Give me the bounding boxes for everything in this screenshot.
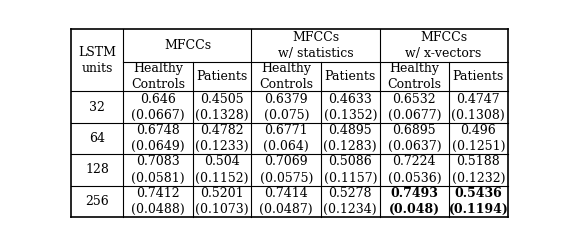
Text: Patients: Patients (325, 70, 376, 83)
Text: 0.7069
(0.0575): 0.7069 (0.0575) (259, 155, 313, 184)
Text: 0.6895
(0.0637): 0.6895 (0.0637) (387, 124, 441, 153)
Text: 0.5086
(0.1157): 0.5086 (0.1157) (324, 155, 377, 184)
Text: 0.7224
(0.0536): 0.7224 (0.0536) (387, 155, 441, 184)
Text: 0.646
(0.0667): 0.646 (0.0667) (131, 92, 185, 122)
Text: 0.4505
(0.1328): 0.4505 (0.1328) (195, 92, 249, 122)
Text: 0.7412
(0.0488): 0.7412 (0.0488) (131, 187, 185, 216)
Text: 0.5278
(0.1234): 0.5278 (0.1234) (324, 187, 377, 216)
Text: 0.7083
(0.0581): 0.7083 (0.0581) (131, 155, 185, 184)
Text: 256: 256 (85, 195, 109, 208)
Text: MFCCs
w/ statistics: MFCCs w/ statistics (277, 31, 353, 60)
Text: 0.496
(0.1251): 0.496 (0.1251) (452, 124, 505, 153)
Text: 0.6532
(0.0677): 0.6532 (0.0677) (387, 92, 441, 122)
Text: 0.6748
(0.0649): 0.6748 (0.0649) (131, 124, 185, 153)
Text: 128: 128 (85, 163, 109, 176)
Text: MFCCs: MFCCs (164, 39, 211, 52)
Text: 32: 32 (89, 101, 105, 113)
Text: 0.5436
(0.1194): 0.5436 (0.1194) (448, 187, 508, 216)
Text: Patients: Patients (453, 70, 504, 83)
Text: 0.6771
(0.064): 0.6771 (0.064) (263, 124, 309, 153)
Text: 64: 64 (89, 132, 105, 145)
Text: Healthy
Controls: Healthy Controls (387, 62, 442, 91)
Text: 0.4782
(0.1233): 0.4782 (0.1233) (195, 124, 249, 153)
Text: Healthy
Controls: Healthy Controls (131, 62, 185, 91)
Text: 0.5188
(0.1232): 0.5188 (0.1232) (452, 155, 505, 184)
Text: 0.4633
(0.1352): 0.4633 (0.1352) (324, 92, 377, 122)
Text: 0.4747
(0.1308): 0.4747 (0.1308) (452, 92, 505, 122)
Text: 0.7493
(0.048): 0.7493 (0.048) (389, 187, 440, 216)
Text: Patients: Patients (197, 70, 248, 83)
Text: 0.4895
(0.1283): 0.4895 (0.1283) (324, 124, 377, 153)
Text: Healthy
Controls: Healthy Controls (259, 62, 313, 91)
Text: 0.504
(0.1152): 0.504 (0.1152) (196, 155, 249, 184)
Text: MFCCs
w/ x-vectors: MFCCs w/ x-vectors (406, 31, 482, 60)
Text: 0.6379
(0.075): 0.6379 (0.075) (263, 92, 309, 122)
Text: LSTM
units: LSTM units (78, 46, 116, 75)
Text: 0.7414
(0.0487): 0.7414 (0.0487) (259, 187, 313, 216)
Text: 0.5201
(0.1073): 0.5201 (0.1073) (195, 187, 249, 216)
